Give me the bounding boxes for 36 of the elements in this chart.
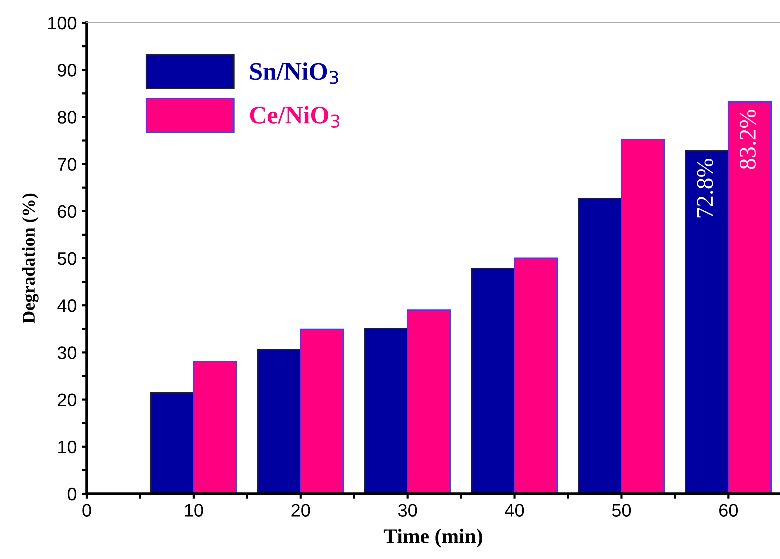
bar	[407, 310, 452, 494]
bar	[728, 101, 772, 494]
x-tick-label: 10	[185, 504, 204, 517]
bar	[257, 349, 302, 494]
bar	[300, 328, 344, 494]
bar	[471, 268, 516, 494]
bar	[193, 360, 238, 494]
y-tick-label: 10	[58, 440, 77, 454]
y-tick-label: 70	[58, 158, 77, 172]
x-tick-label: 20	[292, 504, 310, 517]
y-axis-title: Degradation (%)	[22, 194, 39, 324]
y-tick-label: 40	[58, 300, 77, 312]
y-tick-label: 30	[58, 346, 77, 360]
y-tick-label: 20	[58, 394, 77, 407]
bar	[364, 328, 409, 494]
bar	[150, 392, 195, 494]
y-tick-label: 0	[68, 488, 77, 501]
x-tick-label: 30	[398, 504, 418, 517]
data-label: 83.2%	[740, 110, 756, 170]
bar	[578, 198, 622, 494]
x-tick-label: 60	[720, 504, 738, 517]
bar	[621, 139, 666, 494]
y-tick-label: 80	[58, 111, 77, 124]
y-tick-label: 100	[48, 16, 77, 30]
x-tick-label: 0	[82, 504, 92, 517]
legend-label: Sn/NiO$_{3}$	[250, 62, 338, 84]
bar	[685, 150, 730, 494]
x-tick-label: 40	[505, 504, 524, 517]
x-axis-title: Time (min)	[384, 528, 482, 548]
bar	[514, 258, 558, 494]
legend-label: Ce/NiO$_{3}$	[250, 106, 340, 128]
y-tick-label: 60	[58, 205, 77, 218]
y-tick-label: 90	[58, 64, 77, 77]
x-tick-label: 50	[612, 504, 632, 517]
data-label: 72.8%	[697, 158, 714, 218]
y-tick-label: 50	[58, 252, 77, 266]
